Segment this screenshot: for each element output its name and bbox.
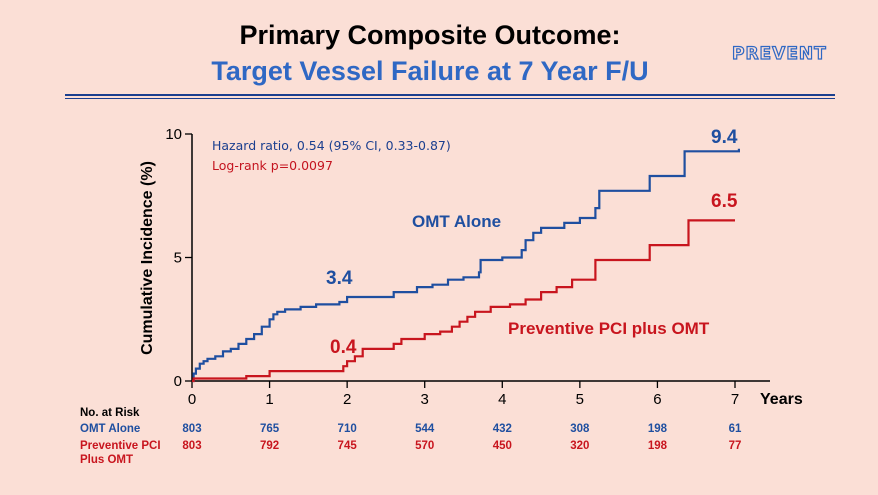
pci-2y-value: 0.4 (330, 337, 357, 358)
pci-plus-omt-line (192, 219, 735, 383)
prevent-logo: PREVENT (731, 43, 827, 64)
x-tick-label: 3 (421, 391, 429, 408)
x-tick-label: 2 (343, 391, 351, 408)
x-tick-label: 1 (265, 391, 273, 408)
y-tick-label: 0 (174, 373, 182, 390)
omt-2y-value: 3.4 (326, 268, 353, 289)
title-secondary: Target Vessel Failure at 7 Year F/U (211, 56, 649, 86)
risk-value: 320 (570, 440, 589, 452)
risk-row-label-pci-line2: Plus OMT (80, 454, 133, 466)
x-axis-title: Years (760, 391, 803, 408)
risk-value: 792 (260, 440, 279, 452)
omt-alone-line (192, 148, 740, 383)
risk-value: 803 (182, 440, 201, 452)
risk-value: 308 (570, 423, 590, 435)
risk-value: 710 (338, 423, 357, 435)
title-primary: Primary Composite Outcome: (239, 20, 621, 50)
title-divider (65, 94, 835, 96)
risk-table-heading: No. at Risk (80, 407, 140, 419)
risk-value: 544 (415, 423, 435, 435)
risk-row-label-pci: Preventive PCI (80, 440, 161, 452)
risk-value: 61 (729, 423, 742, 435)
risk-value: 803 (182, 423, 201, 435)
omt-alone-label: OMT Alone (412, 212, 501, 231)
risk-value: 450 (493, 440, 512, 452)
pci-7y-value: 6.5 (711, 191, 738, 212)
risk-value: 198 (648, 440, 668, 452)
x-tick-label: 0 (188, 391, 196, 408)
x-tick-label: 6 (653, 391, 661, 408)
x-tick-label: 5 (576, 391, 584, 408)
y-axis-title: Cumulative Incidence (%) (139, 161, 156, 355)
hazard-ratio-annotation: Hazard ratio, 0.54 (95% CI, 0.33-0.87) (212, 138, 451, 153)
y-tick-label: 5 (174, 250, 182, 267)
pci-plus-omt-label: Preventive PCI plus OMT (508, 319, 710, 338)
x-ticks: 0 1 2 3 4 5 6 7 (188, 381, 739, 408)
risk-value: 198 (648, 423, 668, 435)
log-rank-annotation: Log-rank p=0.0097 (212, 158, 333, 173)
title-divider-thin (65, 98, 835, 99)
x-tick-label: 4 (498, 391, 506, 408)
risk-value: 432 (493, 423, 512, 435)
risk-value: 77 (729, 440, 742, 452)
x-tick-label: 7 (731, 391, 739, 408)
risk-row-label-omt: OMT Alone (80, 423, 140, 435)
risk-value: 745 (338, 440, 358, 452)
y-tick-label: 10 (165, 126, 182, 143)
omt-7y-value: 9.4 (711, 127, 738, 148)
risk-table-values: 803 765 710 544 432 308 198 61 803 792 745 570 450 32… (182, 423, 742, 452)
y-ticks: 0 5 10 (165, 126, 192, 390)
risk-value: 570 (415, 440, 434, 452)
risk-value: 765 (260, 423, 280, 435)
